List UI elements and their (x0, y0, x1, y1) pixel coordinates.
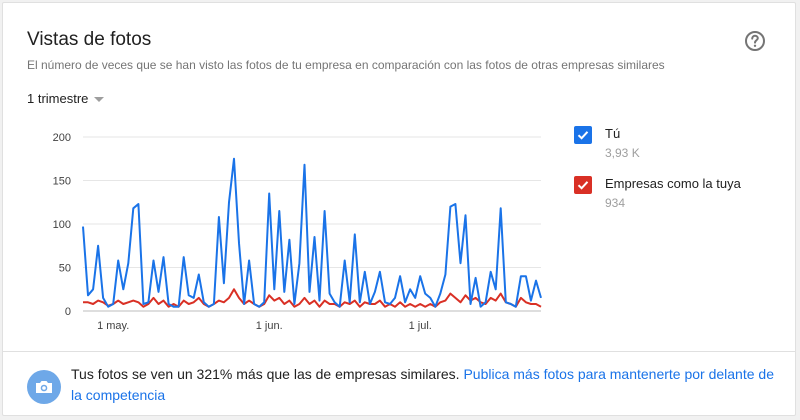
footer-message: Tus fotos se ven un 321% más que las de … (71, 366, 460, 382)
camera-icon (27, 370, 61, 404)
chevron-down-icon (94, 96, 105, 102)
legend-item-you[interactable]: Tú 3,93 K (574, 125, 741, 161)
photo-views-chart: 200 150 100 50 0 1 may. 1 jun. 1 jul. (53, 132, 542, 332)
help-circle-icon[interactable] (744, 30, 766, 52)
legend-name-you: Tú (605, 126, 621, 141)
x-tick-label: 1 jun. (256, 320, 283, 332)
legend-checkbox-similar[interactable] (574, 176, 592, 194)
card-title: Vistas de fotos (27, 29, 152, 50)
legend-value-similar: 934 (605, 196, 626, 210)
footer-text: Tus fotos se ven un 321% más que las de … (71, 364, 781, 406)
checkmark-icon (577, 131, 589, 140)
y-tick-label: 150 (53, 176, 71, 188)
legend-checkbox-you[interactable] (574, 126, 592, 144)
y-tick-label: 100 (53, 219, 71, 231)
y-tick-label: 0 (65, 306, 71, 318)
legend-name-similar: Empresas como la tuya (605, 176, 741, 191)
footer-divider (3, 351, 795, 352)
checkmark-icon (577, 181, 589, 190)
post-more-photos-link[interactable]: Publica más fotos para mantenerte por de… (71, 366, 774, 403)
y-tick-label: 50 (59, 263, 71, 275)
card-subtitle: El número de veces que se han visto las … (27, 58, 665, 72)
photo-views-card: Vistas de fotos El número de veces que s… (2, 2, 796, 416)
period-selector-label: 1 trimestre (27, 91, 89, 106)
x-tick-label: 1 jul. (409, 320, 432, 332)
legend-item-similar[interactable]: Empresas como la tuya 934 (574, 175, 741, 211)
period-selector[interactable]: 1 trimestre (27, 91, 105, 106)
y-tick-label: 200 (53, 132, 71, 144)
x-tick-label: 1 may. (97, 320, 129, 332)
series-line-similar (83, 288, 542, 308)
chart-legend: Tú 3,93 K Empresas como la tuya 934 (574, 125, 741, 225)
series-line-you (82, 157, 542, 308)
legend-value-you: 3,93 K (605, 146, 640, 160)
